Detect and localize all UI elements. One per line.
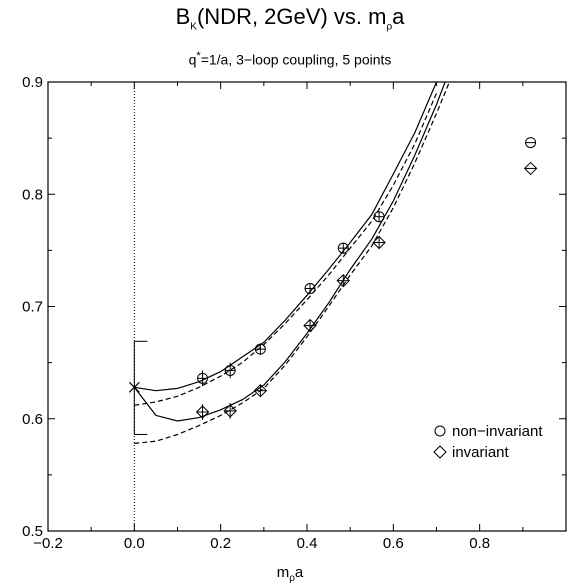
chart-title: BK(NDR, 2GeV) vs. mρa bbox=[175, 4, 405, 33]
y-tick-label: 0.9 bbox=[22, 74, 43, 91]
point-invariant bbox=[303, 318, 317, 333]
plot-frame bbox=[47, 81, 567, 532]
x-tick-label: 0.6 bbox=[383, 535, 404, 552]
y-tick-label: 0.6 bbox=[22, 411, 43, 428]
plot-area: −0.2 0.0 0.2 0.4 0.6 0.8 0.5 0.6 0.7 0.8 0.9 non−in… bbox=[22, 74, 567, 552]
x-tick-label: 0.8 bbox=[469, 535, 490, 552]
extrapolation-cross-b bbox=[128, 381, 140, 393]
fit-curve-3 bbox=[133, 82, 446, 422]
point-invariant bbox=[223, 404, 237, 418]
y-tick-label: 0.5 bbox=[22, 523, 43, 540]
x-tick-label: −0.2 bbox=[33, 535, 63, 552]
legend-diamond-icon bbox=[433, 445, 447, 459]
legend-label-non-invariant: non−invariant bbox=[452, 423, 543, 440]
point-invariant bbox=[523, 161, 538, 176]
point-invariant bbox=[253, 383, 268, 398]
point-invariant bbox=[372, 235, 386, 250]
fit-curve-1 bbox=[134, 82, 438, 392]
fit-curve-2 bbox=[134, 92, 438, 406]
x-axis-label: mρa bbox=[276, 564, 304, 584]
point-invariant bbox=[336, 273, 350, 288]
y-tick-label: 0.8 bbox=[22, 186, 43, 203]
x-tick-label: 0.0 bbox=[124, 535, 145, 552]
x-tick-label: 0.4 bbox=[297, 535, 318, 552]
legend-label-invariant: invariant bbox=[452, 444, 510, 461]
point-invariant bbox=[195, 405, 210, 419]
y-tick-label: 0.7 bbox=[22, 299, 43, 316]
legend-circle-icon bbox=[434, 425, 446, 437]
chart-subtitle: q*=1/a, 3−loop coupling, 5 points bbox=[188, 50, 392, 68]
fit-curve-4 bbox=[134, 82, 450, 444]
x-tick-label: 0.2 bbox=[210, 535, 231, 552]
